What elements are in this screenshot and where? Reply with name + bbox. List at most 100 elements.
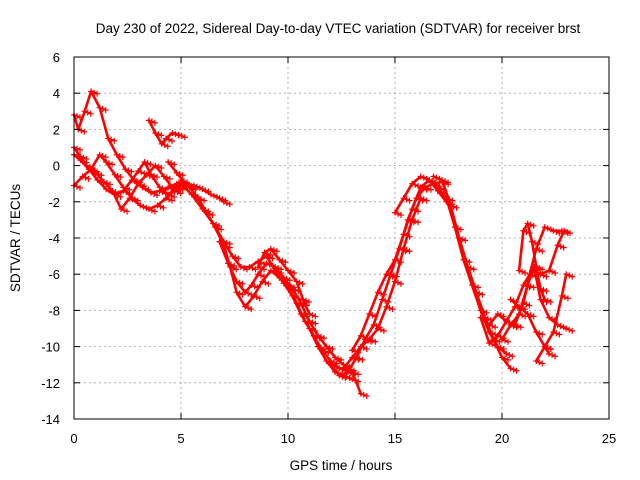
series-track-13 bbox=[340, 195, 430, 374]
data-point bbox=[528, 238, 541, 248]
data-point bbox=[229, 253, 242, 262]
data-point bbox=[152, 162, 165, 171]
data-point bbox=[353, 354, 366, 363]
data-point bbox=[145, 117, 158, 126]
y-tick-label: -10 bbox=[41, 340, 60, 355]
data-point bbox=[94, 177, 107, 186]
data-point bbox=[261, 249, 274, 258]
data-point bbox=[163, 195, 176, 204]
data-point bbox=[417, 195, 430, 204]
data-point bbox=[349, 347, 362, 356]
data-point bbox=[366, 311, 379, 320]
data-point bbox=[306, 311, 319, 320]
data-point bbox=[171, 187, 184, 197]
data-point bbox=[156, 187, 169, 197]
data-point bbox=[220, 238, 233, 248]
data-point bbox=[175, 131, 188, 141]
data-point bbox=[327, 361, 340, 371]
data-point bbox=[319, 347, 332, 356]
data-point bbox=[537, 296, 550, 305]
data-point bbox=[349, 354, 362, 363]
data-point bbox=[306, 318, 319, 327]
data-point bbox=[79, 173, 92, 182]
data-point bbox=[357, 343, 370, 352]
data-point bbox=[289, 285, 302, 295]
x-tick-label: 15 bbox=[388, 431, 402, 446]
data-point bbox=[533, 329, 546, 338]
data-point bbox=[421, 184, 434, 193]
data-point bbox=[507, 321, 520, 331]
data-point bbox=[267, 267, 280, 276]
y-tick-label: -2 bbox=[48, 195, 60, 210]
data-point bbox=[220, 242, 233, 251]
data-point bbox=[494, 311, 507, 320]
data-point bbox=[507, 365, 520, 374]
data-point bbox=[225, 260, 238, 269]
data-point bbox=[426, 177, 439, 186]
data-point bbox=[148, 189, 161, 199]
data-point bbox=[293, 300, 306, 309]
data-point bbox=[165, 158, 178, 168]
data-point bbox=[293, 278, 306, 287]
series-track-5 bbox=[145, 117, 188, 150]
data-point bbox=[400, 195, 413, 204]
y-tick-label: 2 bbox=[53, 122, 60, 137]
data-point bbox=[546, 350, 559, 360]
data-point bbox=[139, 184, 152, 193]
data-point bbox=[374, 325, 387, 334]
data-point bbox=[558, 227, 571, 237]
data-point bbox=[237, 263, 250, 273]
data-point bbox=[220, 198, 233, 208]
data-point bbox=[533, 358, 546, 367]
data-point bbox=[546, 314, 559, 324]
data-point bbox=[128, 177, 141, 186]
data-point bbox=[178, 180, 190, 190]
data-point bbox=[541, 296, 554, 305]
y-tick-label: 4 bbox=[53, 86, 60, 101]
plot-area bbox=[71, 88, 576, 400]
data-point bbox=[327, 358, 340, 367]
data-point bbox=[160, 173, 173, 182]
data-point bbox=[417, 173, 430, 182]
data-point bbox=[154, 202, 167, 211]
data-point bbox=[524, 220, 537, 229]
y-tick-label: -8 bbox=[48, 303, 60, 318]
x-tick-label: 25 bbox=[602, 431, 616, 446]
data-point bbox=[537, 285, 550, 295]
data-point bbox=[250, 292, 263, 302]
data-point bbox=[122, 166, 135, 175]
series-track-14 bbox=[392, 173, 516, 360]
data-point bbox=[344, 368, 357, 378]
series-track-16 bbox=[477, 227, 574, 349]
y-tick-label: -4 bbox=[48, 231, 60, 246]
data-point bbox=[85, 166, 98, 175]
data-point bbox=[103, 186, 116, 195]
data-point bbox=[503, 350, 516, 360]
data-point bbox=[541, 343, 554, 352]
data-point bbox=[310, 332, 323, 342]
y-tick-label: 0 bbox=[53, 159, 60, 174]
data-point bbox=[336, 365, 349, 374]
data-point bbox=[533, 245, 546, 255]
data-point bbox=[314, 332, 327, 342]
data-point bbox=[332, 354, 345, 363]
data-point bbox=[233, 289, 246, 298]
x-tick-label: 5 bbox=[177, 431, 184, 446]
data-point bbox=[383, 303, 396, 313]
data-point bbox=[558, 292, 571, 302]
data-point bbox=[323, 358, 336, 367]
data-point bbox=[81, 108, 94, 117]
data-point bbox=[456, 235, 469, 244]
data-point bbox=[118, 206, 131, 215]
y-tick-label: 6 bbox=[53, 50, 60, 65]
data-point bbox=[499, 354, 511, 363]
data-point bbox=[409, 180, 422, 190]
data-point bbox=[276, 274, 289, 284]
data-point bbox=[563, 271, 576, 280]
data-point bbox=[188, 191, 201, 200]
data-point bbox=[259, 278, 272, 287]
data-point bbox=[272, 263, 285, 273]
data-point bbox=[481, 314, 494, 324]
data-point bbox=[246, 263, 259, 273]
data-point bbox=[486, 339, 499, 349]
